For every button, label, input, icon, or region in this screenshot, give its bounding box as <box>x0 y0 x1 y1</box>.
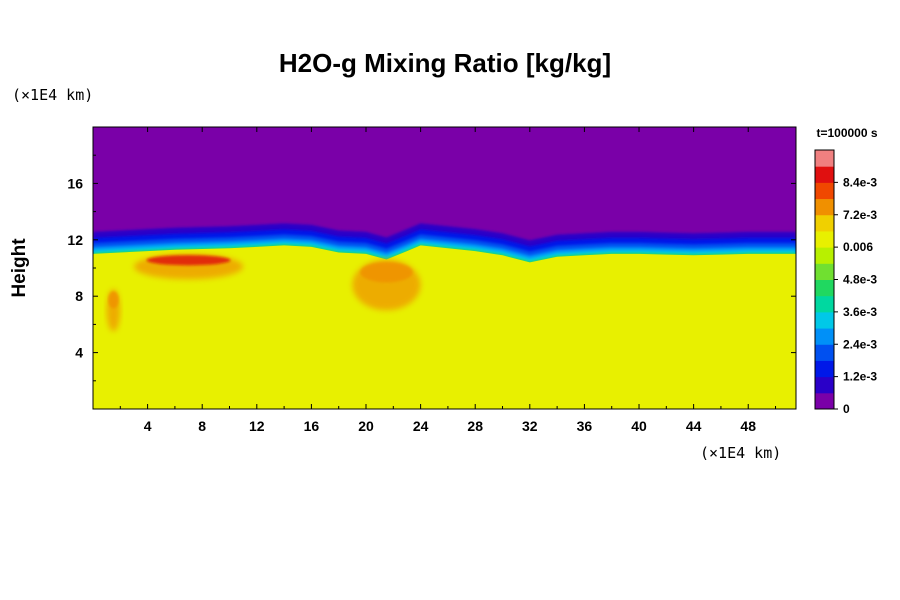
colorbar-segment <box>815 376 834 394</box>
colorbar-tick-label: 0 <box>843 402 850 416</box>
x-tick-label: 12 <box>249 418 265 434</box>
colorbar-segment <box>815 198 834 216</box>
y-tick-label: 12 <box>67 232 83 248</box>
colorbar-segment <box>815 182 834 200</box>
colorbar-tick-label: 1.2e-3 <box>843 370 877 384</box>
colorbar-segment <box>815 360 834 378</box>
y-tick-label: 8 <box>75 288 83 304</box>
colorbar-segment <box>815 214 834 232</box>
colorbar-tick-label: 8.4e-3 <box>843 175 877 189</box>
colorbar-tick-label: 7.2e-3 <box>843 208 877 222</box>
y-tick-label: 16 <box>67 175 83 191</box>
y-tick-label: 4 <box>75 345 83 361</box>
x-tick-label: 36 <box>577 418 593 434</box>
chart-title: H2O-g Mixing Ratio [kg/kg] <box>278 48 612 78</box>
colorbar-segment <box>815 295 834 313</box>
x-tick-label: 40 <box>631 418 647 434</box>
colorbar-tick-label: 0.006 <box>843 240 873 254</box>
moisture-patch-core <box>108 291 119 309</box>
y-axis-unit: (×1E4 km) <box>12 86 94 104</box>
time-label: t=100000 s <box>816 126 877 140</box>
colorbar-segment <box>815 328 834 345</box>
colorbar-segment <box>815 247 834 264</box>
colorbar-tick-label: 2.4e-3 <box>843 337 877 351</box>
moisture-patch-core <box>360 262 413 283</box>
moisture-patch-core <box>146 255 231 266</box>
colorbar-segment <box>815 166 834 183</box>
x-tick-label: 16 <box>304 418 320 434</box>
colorbar-segment <box>815 311 834 329</box>
colorbar-segment <box>815 279 834 297</box>
x-tick-label: 20 <box>358 418 374 434</box>
x-tick-label: 44 <box>686 418 702 434</box>
x-tick-label: 32 <box>522 418 538 434</box>
colorbar-tick-label: 4.8e-3 <box>843 273 877 287</box>
colorbar-segment <box>815 150 834 167</box>
x-tick-label: 8 <box>198 418 206 434</box>
colorbar-segment <box>815 344 834 361</box>
lower-region <box>93 245 796 409</box>
x-tick-label: 48 <box>740 418 756 434</box>
colorbar-segment <box>815 392 834 410</box>
colorbar-tick-label: 3.6e-3 <box>843 305 877 319</box>
x-tick-label: 28 <box>467 418 483 434</box>
x-tick-label: 24 <box>413 418 429 434</box>
x-tick-label: 4 <box>144 418 152 434</box>
x-axis-unit: (×1E4 km) <box>700 444 782 462</box>
colorbar-segment <box>815 263 834 280</box>
colorbar-segment <box>815 230 834 248</box>
